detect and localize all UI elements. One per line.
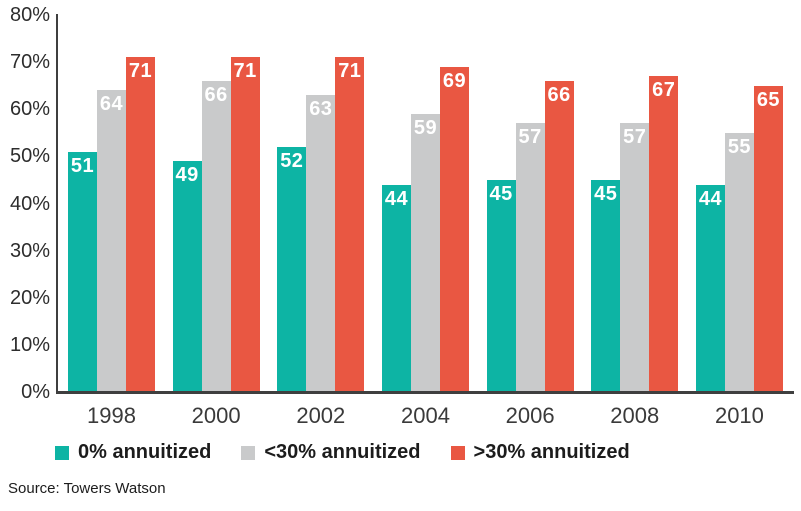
bar-value-label: 67 [652,79,676,102]
y-tick-label: 0% [21,381,50,403]
legend-item: >30% annuitized [450,441,630,464]
bar-group-2002: 52 63 71 [277,57,365,392]
bar: 71 [230,57,260,392]
bar-group-2010: 44 55 65 [695,85,783,392]
y-tick-label: 20% [9,286,50,309]
bar-value-label: 63 [309,98,333,121]
bar-value-label: 45 [489,182,513,205]
y-tick-label: 40% [9,192,50,215]
legend-item: 0% annuitized [55,441,211,464]
bar-group-2008: 45 57 67 [591,76,679,392]
bar-group-1998: 51 64 71 [68,57,155,392]
bar: 45 [486,179,516,392]
legend-swatch-icon [241,445,256,460]
bar: 52 [277,146,307,392]
bar-group-2004: 44 59 69 [381,66,469,392]
bar-value-label: 66 [204,83,228,106]
bar: 44 [695,184,725,392]
bar: 66 [201,80,231,392]
bar: 55 [724,132,754,392]
bar: 67 [649,76,679,392]
x-tick-label: 2008 [610,403,660,428]
x-tick-label: 2002 [296,403,346,428]
x-tick-label: 2004 [400,403,450,428]
bar-value-label: 57 [623,126,647,149]
bar: 66 [544,80,574,392]
bar: 65 [753,85,783,392]
legend-label: <30% annuitized [264,441,421,463]
bar-value-label: 57 [518,126,542,149]
bar-value-label: 71 [233,60,257,83]
legend: 0% annuitized <30% annuitized >30% annuiti… [55,441,630,464]
legend-swatch-icon [450,445,465,460]
bar-group-2000: 49 66 71 [172,57,260,392]
bar-value-label: 49 [175,164,199,187]
bar-value-label: 55 [727,135,752,158]
bar-value-label: 52 [280,149,304,172]
legend-label: 0% annuitized [78,441,212,463]
x-tick-label: 1998 [87,403,136,428]
x-tick-label: 2010 [714,403,764,428]
bar: 71 [126,57,155,392]
bar-value-label: 71 [128,60,153,83]
bar: 45 [591,179,621,392]
bar-value-label: 59 [413,116,438,139]
legend-swatch-icon [55,445,69,460]
bar: 57 [515,123,545,392]
bar: 63 [306,95,336,392]
bar-value-label: 69 [442,69,467,92]
y-tick-label: 10% [9,333,50,356]
y-tick-label: 30% [9,239,50,262]
bar-value-label: 64 [99,93,124,116]
bar: 49 [172,161,202,392]
plot-area: 51 64 71 49 66 71 52 63 71 44 59 69 45 57 66 45 57 67 44 55… [58,15,792,392]
y-tick-label: 60% [9,98,50,121]
bar: 71 [335,57,365,392]
bar-value-label: 51 [70,154,95,177]
bar: 51 [68,151,97,392]
bar-value-label: 44 [384,187,409,210]
legend-label: >30% annuitized [473,441,630,463]
bar: 59 [410,113,440,392]
bar: 57 [620,123,650,392]
y-tick-label: 50% [9,145,50,168]
source-note: Source: Towers Watson [8,480,166,497]
legend-item: <30% annuitized [241,441,421,464]
bar: 69 [439,66,469,392]
x-axis-tick-labels: 1998 2000 2002 2004 2006 2008 2010 [58,403,792,429]
bar-value-label: 66 [547,83,571,106]
bar-value-label: 44 [698,187,723,210]
bars-container: 51 64 71 49 66 71 52 63 71 44 59 69 45 57 66 45 57 67 44 55… [58,15,792,392]
y-tick-label: 80% [9,4,50,26]
x-tick-label: 2000 [191,403,241,428]
x-tick-label: 2006 [505,403,555,428]
bar-value-label: 65 [756,88,781,111]
y-tick-label: 70% [9,51,50,74]
bar-group-2006: 45 57 66 [486,80,574,392]
bar-value-label: 71 [338,60,362,83]
bar-value-label: 45 [594,182,618,205]
x-axis-line [56,391,794,394]
bar: 64 [97,90,126,392]
bar: 44 [381,184,411,392]
y-axis-line [56,14,58,394]
